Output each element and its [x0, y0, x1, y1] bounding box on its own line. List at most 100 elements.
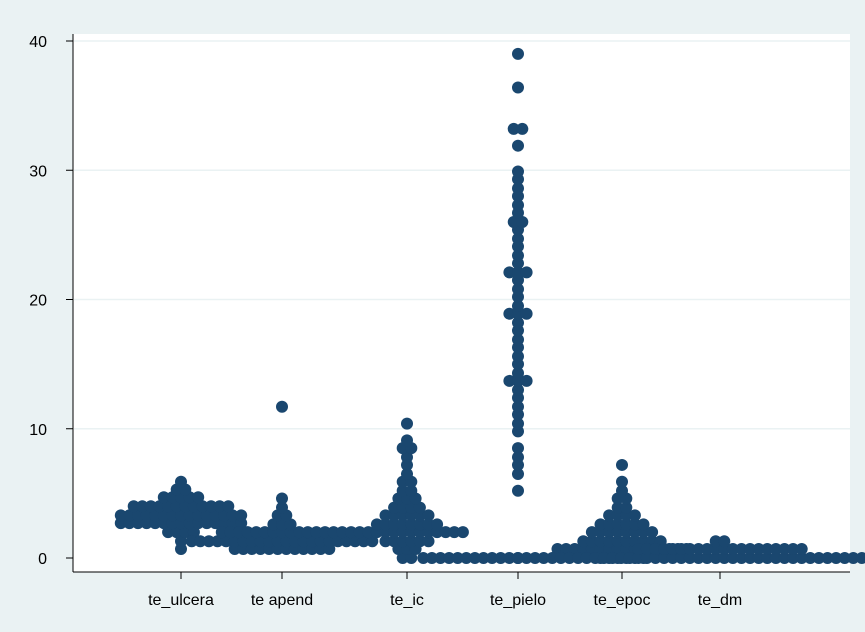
data-point — [370, 518, 383, 531]
y-axis-ticks: 0 10 20 30 40 — [29, 34, 73, 568]
data-point — [683, 542, 696, 555]
data-point — [507, 122, 520, 135]
data-point — [263, 535, 276, 548]
data-point — [769, 542, 782, 555]
data-point — [228, 535, 241, 548]
data-point — [787, 542, 800, 555]
data-point — [280, 535, 293, 548]
data-point — [379, 509, 392, 522]
data-point — [761, 552, 774, 564]
data-point — [628, 518, 641, 531]
data-point — [615, 552, 628, 564]
data-point — [405, 501, 418, 514]
data-point — [405, 484, 418, 497]
data-point — [744, 542, 757, 555]
data-point — [422, 509, 435, 522]
data-point — [187, 526, 200, 539]
data-point — [276, 492, 288, 505]
data-point — [512, 333, 524, 346]
data-point — [413, 501, 426, 514]
data-point — [628, 509, 641, 522]
data-point — [709, 535, 722, 548]
data-point — [640, 542, 653, 555]
data-point — [658, 542, 671, 555]
data-point — [603, 509, 616, 522]
data-point — [345, 526, 358, 539]
data-point — [640, 552, 653, 564]
data-point — [611, 501, 624, 514]
data-point — [306, 535, 319, 548]
data-point — [512, 182, 524, 195]
data-point — [675, 542, 688, 555]
data-point — [512, 232, 524, 245]
data-point — [649, 542, 662, 555]
x-tick-label: te_epoc — [594, 592, 651, 609]
data-point — [812, 552, 825, 564]
data-point — [162, 500, 175, 513]
data-point — [405, 552, 418, 564]
x-tick-label: te apend — [251, 592, 313, 609]
data-point — [396, 552, 409, 564]
data-point — [443, 552, 456, 564]
data-point — [804, 552, 817, 564]
data-point — [123, 509, 136, 522]
grid-lines — [74, 40, 850, 430]
data-point — [401, 434, 413, 447]
data-point — [516, 122, 529, 135]
data-point — [187, 500, 200, 513]
data-point — [405, 518, 418, 531]
data-point — [616, 484, 628, 497]
data-point — [683, 552, 696, 564]
data-point — [157, 491, 170, 504]
data-point — [718, 552, 731, 564]
data-point — [267, 518, 280, 531]
data-point — [512, 47, 524, 60]
data-point — [439, 526, 452, 539]
data-point — [512, 467, 524, 480]
data-point — [512, 165, 524, 178]
data-point — [192, 509, 205, 522]
data-point — [215, 526, 228, 539]
data-point — [396, 501, 409, 514]
data-point — [431, 518, 444, 531]
data-point — [276, 400, 288, 413]
data-point — [422, 518, 435, 531]
data-point — [709, 552, 722, 564]
data-point — [401, 467, 413, 480]
x-tick-label: te_pielo — [490, 592, 546, 609]
data-point — [847, 552, 860, 564]
data-point — [589, 552, 602, 564]
data-point — [250, 526, 263, 539]
data-point — [276, 518, 288, 531]
data-point — [666, 552, 679, 564]
plot-background — [73, 34, 850, 572]
data-point — [271, 535, 284, 548]
data-point — [769, 552, 782, 564]
data-point — [336, 526, 349, 539]
x-axis-ticks: te_ulcera te apend te_ic te_pielo te_epoc te_… — [148, 572, 742, 609]
data-point — [417, 552, 430, 564]
data-point — [692, 542, 705, 555]
data-point — [132, 509, 144, 522]
data-point — [379, 518, 392, 531]
data-point — [503, 307, 516, 320]
data-point — [606, 552, 619, 564]
data-point — [512, 249, 524, 262]
data-point — [554, 552, 567, 564]
data-point — [422, 535, 435, 548]
data-point — [388, 518, 401, 531]
data-point — [401, 451, 413, 464]
data-point — [511, 552, 524, 564]
data-point — [752, 552, 765, 564]
data-point — [396, 518, 409, 531]
data-point — [297, 535, 310, 548]
data-point — [218, 509, 230, 522]
data-point — [616, 458, 628, 471]
data-point — [620, 501, 633, 514]
data-point — [456, 526, 469, 539]
data-point — [701, 542, 714, 555]
data-point — [405, 535, 418, 548]
x-tick-label: te_ulcera — [148, 592, 214, 609]
data-point — [213, 500, 226, 513]
data-point — [597, 552, 610, 564]
